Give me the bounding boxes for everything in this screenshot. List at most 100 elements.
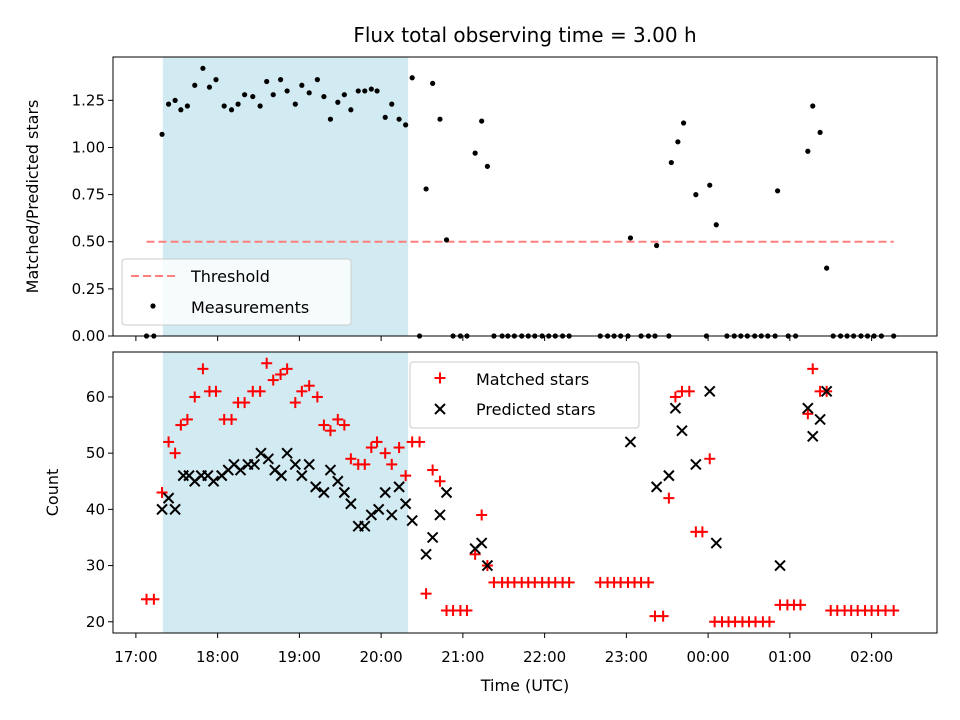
measurement-point — [314, 77, 320, 83]
measurement-point — [479, 118, 485, 124]
measurement-point — [805, 148, 811, 154]
x-b — [393, 481, 405, 493]
matched-star-point — [345, 453, 357, 465]
bottom-panel: 20 30 40 50 60 17:00 18:00 19:00 20:00 21:00 22:00… — [43, 351, 938, 695]
predicted-star-point — [426, 531, 439, 544]
x-b — [676, 424, 688, 437]
legend-matched-label: Matched stars — [476, 370, 589, 389]
legend-predicted-label: Predicted stars — [476, 400, 596, 419]
matched-star-point — [365, 442, 377, 454]
legend-x-marker — [434, 403, 446, 415]
x-tick-label: 20:00 — [360, 648, 403, 666]
measurement-point — [817, 129, 823, 136]
matched-star-point — [318, 419, 330, 431]
x-tick-label: 01:00 — [768, 648, 811, 666]
measurement-point — [213, 77, 219, 83]
measurement-point — [292, 101, 298, 107]
x-b — [255, 447, 267, 459]
x-b — [269, 464, 281, 476]
matched-star-point — [311, 391, 323, 403]
measurement-point — [368, 86, 374, 92]
predicted-star-point — [814, 413, 826, 426]
matched-star-point — [289, 397, 301, 409]
x-b — [372, 503, 385, 516]
x-b — [710, 537, 722, 549]
y-tick-label: 1.25 — [72, 91, 105, 109]
matched-star-point — [802, 408, 814, 420]
measurement-point — [277, 77, 284, 83]
matched-star-point — [226, 413, 238, 425]
matched-star-point — [386, 458, 398, 470]
predicted-star-point — [156, 503, 168, 516]
predicted-star-point — [420, 548, 432, 561]
x-b — [281, 447, 293, 459]
predicted-star-point — [774, 559, 786, 572]
matched-star-point — [169, 447, 181, 459]
predicted-star-point — [318, 486, 330, 499]
predicted-star-point — [440, 486, 453, 499]
matched-star-point — [683, 385, 695, 397]
x-b — [802, 402, 814, 414]
x-b — [420, 548, 432, 561]
predicted-star-point — [338, 486, 351, 499]
measurement-point — [250, 93, 256, 100]
x-tick-label: 22:00 — [523, 648, 566, 666]
matched-star-point — [281, 363, 293, 375]
matched-star-point — [148, 593, 160, 605]
x-axis-label: Time (UTC) — [480, 676, 569, 695]
predicted-star-point — [710, 537, 722, 549]
matched-star-point — [371, 436, 383, 448]
predicted-star-point — [281, 447, 293, 459]
measurement-point — [810, 103, 816, 109]
predicted-star-point — [624, 436, 637, 448]
predicted-star-point — [234, 464, 247, 476]
matched-star-point — [476, 509, 488, 521]
measurement-point — [374, 88, 380, 94]
measurement-point — [341, 92, 347, 98]
x-b — [324, 464, 337, 476]
matched-star-point — [400, 470, 412, 482]
x-b — [663, 469, 675, 482]
measurement-point — [389, 101, 395, 107]
x-b — [399, 498, 412, 510]
measurement-point — [321, 93, 327, 100]
predicted-star-point — [169, 503, 181, 516]
measurement-point — [774, 188, 781, 194]
matched-star-point — [663, 492, 675, 504]
predicted-star-point — [386, 509, 398, 521]
y-tick-label: 1.00 — [72, 138, 105, 156]
measurement-point — [200, 65, 206, 71]
measurement-point — [680, 120, 687, 126]
x-b — [406, 514, 418, 527]
legend-plus-marker — [434, 372, 446, 384]
x-b — [262, 453, 275, 465]
y-tick-label: 20 — [86, 613, 105, 631]
predicted-star-point — [434, 509, 446, 521]
measurement-point — [654, 242, 660, 249]
measurement-point — [423, 186, 429, 192]
predicted-star-point — [262, 453, 275, 465]
measurement-point — [627, 235, 634, 241]
measurement-point — [396, 116, 402, 122]
predicted-star-point — [399, 498, 412, 510]
predicted-star-point — [332, 475, 344, 487]
predicted-star-point — [345, 498, 357, 510]
x-b — [345, 498, 357, 510]
matched-star-point — [461, 605, 473, 617]
x-b — [365, 509, 378, 521]
measurement-point — [178, 107, 184, 113]
measurement-point — [362, 88, 368, 94]
x-b — [228, 458, 240, 471]
x-b — [426, 531, 439, 544]
x-tick-label: 23:00 — [605, 648, 648, 666]
measurement-point — [165, 101, 172, 107]
predicted-star-point — [255, 447, 267, 459]
predicted-star-point — [393, 481, 405, 493]
matched-star-point — [275, 368, 287, 380]
bottom-legend: Matched stars Predicted stars — [409, 361, 640, 429]
matched-star-point — [338, 419, 350, 431]
predicted-star-point — [379, 486, 391, 499]
predicted-star-point — [807, 430, 819, 443]
matched-star-point — [156, 487, 168, 498]
predicted-star-point — [663, 469, 675, 482]
